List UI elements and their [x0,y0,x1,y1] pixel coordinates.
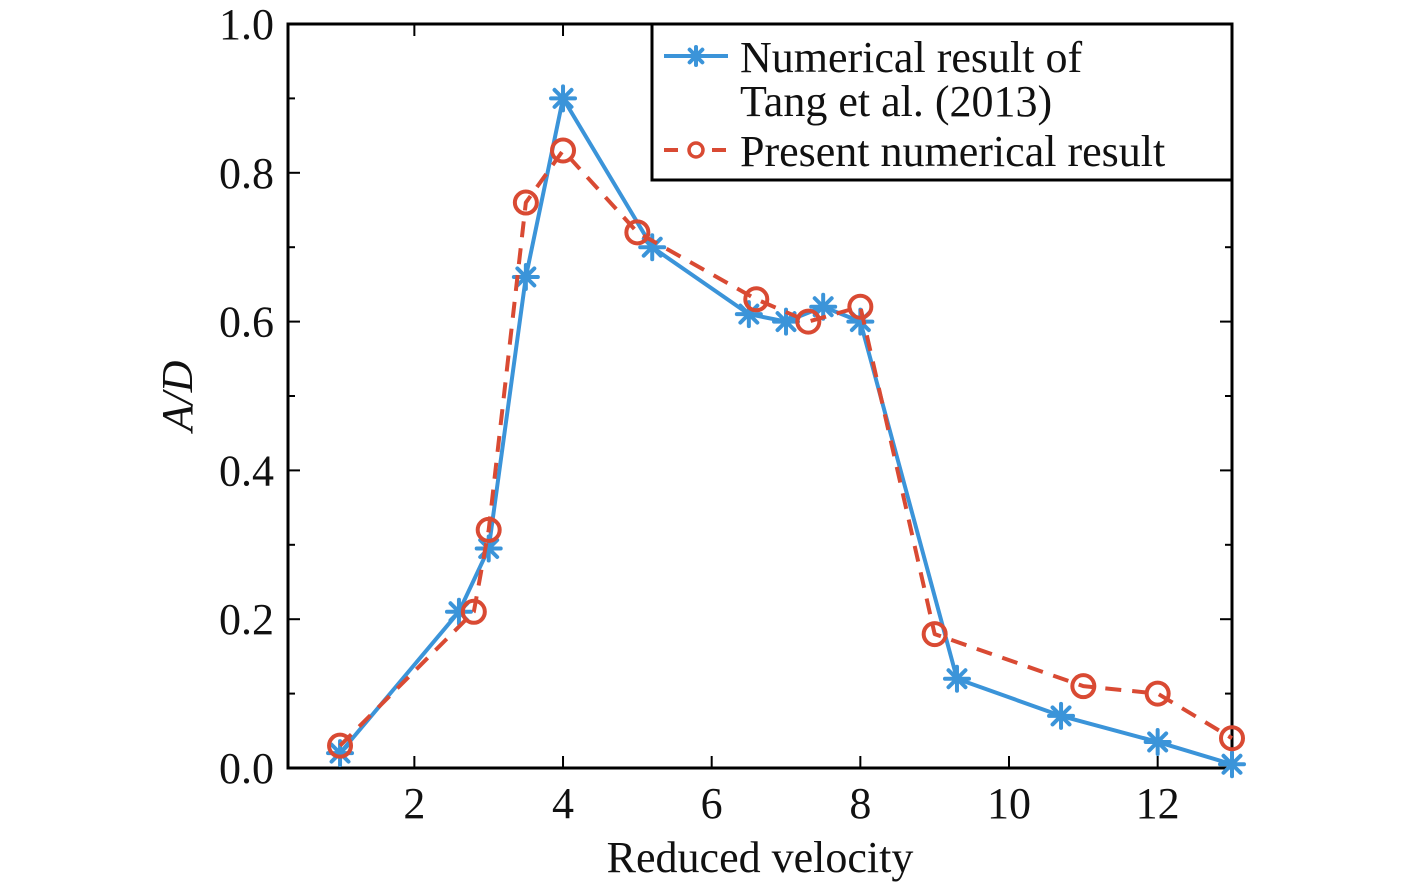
series-2-point [847,293,874,320]
series-2 [327,137,1245,759]
x-tick-label: 12 [1136,779,1180,828]
series-2-point [624,219,651,246]
series-1-point [549,84,578,113]
series-1 [326,84,1246,779]
series-1-line [338,96,1233,767]
series-2-point [1219,725,1245,752]
series-group [326,84,1246,779]
x-tick-label: 10 [987,779,1031,828]
x-tick-label: 8 [849,779,871,828]
y-tick-label: 0.4 [219,446,274,495]
legend-circle-marker [687,141,705,159]
y-tick-label: 1.0 [219,0,274,49]
x-axis-title: Reduced velocity [607,833,914,882]
legend-box [650,22,1234,182]
series-1-point [511,262,540,291]
tick-labels: 2 4 6 8 10 12 0.0 0.2 0.4 0.6 0.8 1.0 [219,0,1180,828]
series-1-point [942,664,971,693]
x-tick-label: 4 [552,779,574,828]
y-tick-label: 0.0 [219,744,274,793]
x-tick-label: 2 [403,779,425,828]
legend-label-series-1: Numerical result of [740,33,1082,82]
series-2-point [475,516,502,543]
series-2-point [460,598,487,625]
series-1-point [1047,701,1076,730]
y-tick-label: 0.8 [219,149,274,198]
series-1-point [1218,750,1246,779]
series-2-line [338,148,1234,748]
series-2-point [743,286,770,313]
y-axis-title: A/D [153,360,202,434]
series-2-point [512,189,539,216]
series-2-point [795,308,822,335]
series-2-point [327,732,354,759]
series-2-point [550,137,577,164]
y-tick-label: 0.2 [219,595,274,644]
series-2-point [1070,673,1097,700]
series-1-point [638,233,667,262]
legend-asterisk-marker [685,45,707,67]
series-1-point [1143,727,1172,756]
series-1-point [809,292,838,321]
legend-label-series-2: Present numerical result [740,127,1165,176]
y-tick-label: 0.6 [219,298,274,347]
x-tick-label: 6 [701,779,723,828]
legend-label-series-1: Tang et al. (2013) [740,77,1052,126]
series-2-point [1144,680,1171,707]
series-2-point [921,621,948,648]
